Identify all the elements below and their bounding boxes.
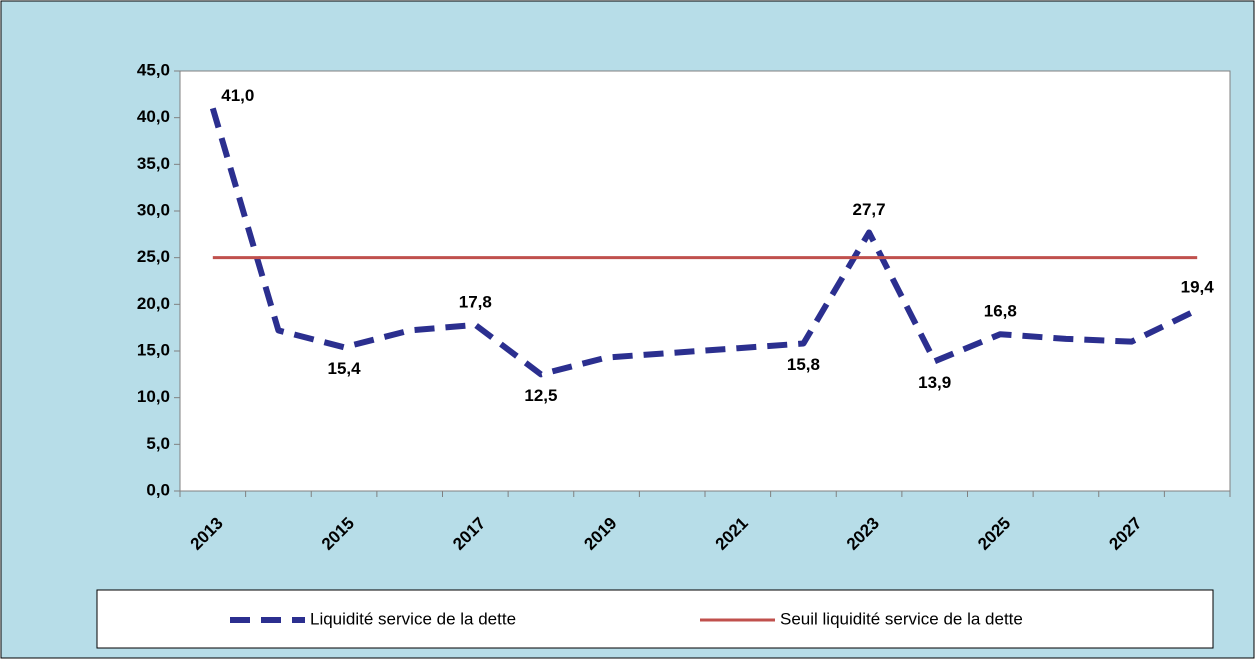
legend-box — [96, 589, 1214, 649]
data-label: 12,5 — [524, 386, 557, 405]
series-line — [209, 107, 1199, 378]
y-tick-label: 30,0 — [137, 200, 170, 219]
data-label: 13,9 — [918, 373, 951, 392]
y-tick-label: 15,0 — [137, 340, 170, 359]
data-label: 17,8 — [459, 292, 492, 311]
legend-label: Liquidité service de la dette — [310, 609, 516, 628]
y-tick-label: 10,0 — [137, 387, 170, 406]
data-label: 15,4 — [328, 359, 362, 378]
y-tick-label: 20,0 — [137, 294, 170, 313]
y-tick-label: 40,0 — [137, 107, 170, 126]
data-label: 41,0 — [221, 86, 254, 105]
y-tick-label: 0,0 — [146, 480, 170, 499]
y-tick-label: 35,0 — [137, 154, 170, 173]
data-label: 27,7 — [853, 200, 886, 219]
data-label: 15,8 — [787, 355, 820, 374]
plot-area — [179, 70, 1231, 492]
legend-label: Seuil liquidité service de la dette — [780, 609, 1023, 628]
data-label: 16,8 — [984, 302, 1017, 321]
data-label: 19,4 — [1181, 277, 1215, 296]
y-tick-label: 5,0 — [146, 434, 170, 453]
y-tick-label: 45,0 — [137, 60, 170, 79]
y-tick-label: 25,0 — [137, 247, 170, 266]
